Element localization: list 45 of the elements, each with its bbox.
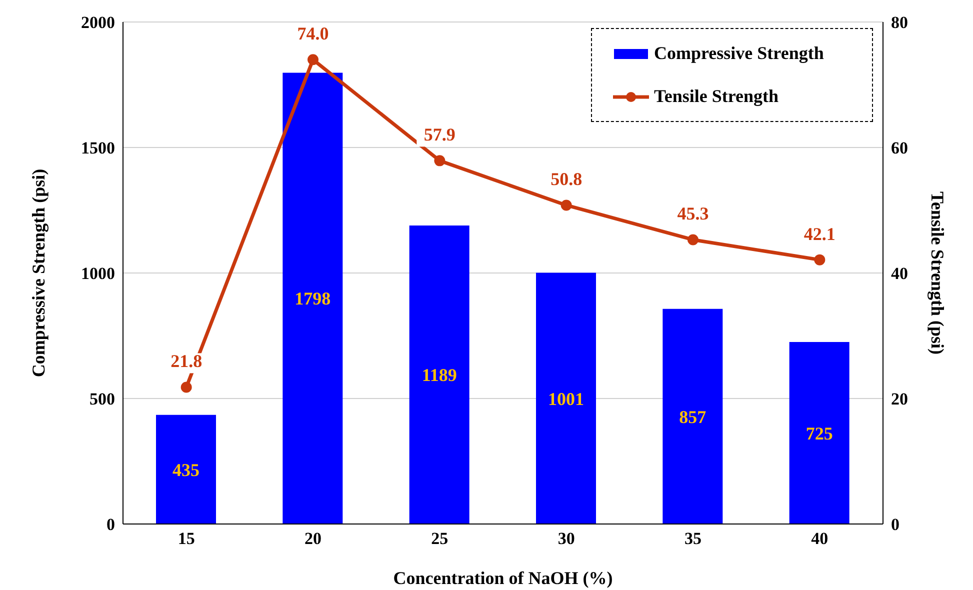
y-tick-label: 1500 [81,138,115,158]
bar [409,226,470,524]
data-label: 857 [679,406,706,427]
y-axis-title: Compressive Strength (psi) [28,168,48,378]
bar [282,72,343,524]
y2-tick-label: 60 [891,138,908,158]
point [814,254,826,266]
bar [662,308,723,524]
data-label: 725 [806,423,833,444]
y2-tick-label: 80 [891,13,908,32]
point [180,382,192,393]
point [560,200,572,211]
point [688,234,698,246]
x-tick-label: 25 [431,529,448,548]
data-label: 57.9 [424,124,456,145]
y-tick-label: 0 [106,515,115,534]
x-tick-label: 20 [304,529,322,548]
legend-label: Tensile Strength [654,86,779,107]
y-tick-label: 500 [90,390,115,409]
x-axis-title: Concentration of NaOH (%) [393,568,613,588]
point [434,155,446,166]
y2-tick-label: 20 [891,390,908,409]
data-label: 50.8 [550,169,582,190]
y2-tick-label: 40 [891,264,908,284]
x-tick-label: 35 [684,529,702,548]
data-label: 1001 [548,388,584,409]
data-label: 45.3 [677,204,709,224]
data-label: 1189 [422,365,457,386]
y2-tick-label: 0 [891,515,900,534]
bar [536,272,596,524]
x-tick-label: 40 [811,529,828,548]
x-tick-label: 30 [558,529,575,548]
data-label: 1798 [294,288,331,309]
data-label: 74.0 [297,24,329,44]
x-tick-label: 15 [178,529,195,548]
bar [789,342,850,524]
y-tick-label: 1000 [81,264,115,284]
legend-label: Compressive Strength [654,43,824,64]
data-label: 21.8 [170,351,202,372]
y2-axis-title: Tensile Strength (psi) [928,191,948,355]
bar [156,414,216,524]
point [308,54,318,66]
y-tick-label: 2000 [81,13,115,32]
data-label: 435 [172,460,200,480]
data-label: 42.1 [804,224,836,244]
